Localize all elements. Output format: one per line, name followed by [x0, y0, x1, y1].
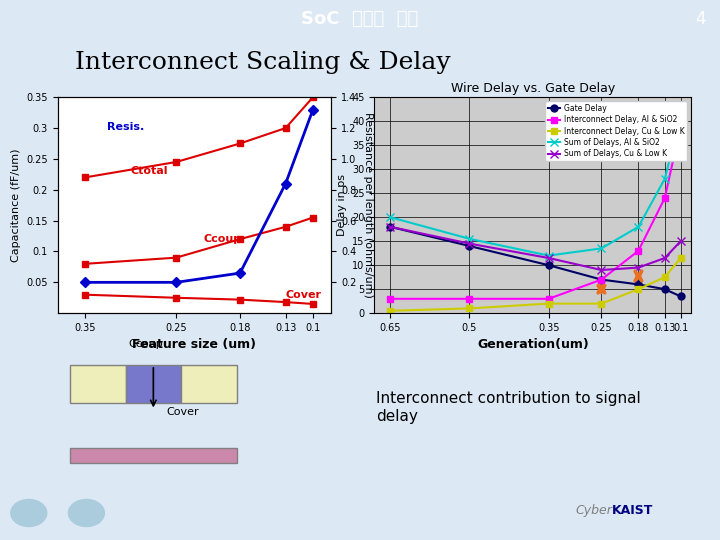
Line: Gate Delay: Gate Delay — [387, 224, 684, 300]
FancyBboxPatch shape — [71, 365, 126, 403]
Sum of Delays, Cu & Low K — [386, 224, 395, 230]
Sum of Delays, Al & SiO2 — [544, 252, 553, 259]
Interconnect Delay, Al & SiO2 — [544, 295, 553, 302]
Interconnect Delay, Cu & Low K — [676, 255, 685, 261]
Text: Cover: Cover — [286, 290, 322, 300]
Title: Wire Delay vs. Gate Delay: Wire Delay vs. Gate Delay — [451, 82, 615, 94]
Sum of Delays, Al & SiO2 — [660, 176, 669, 182]
Text: Resis.: Resis. — [107, 122, 144, 132]
Interconnect Delay, Al & SiO2 — [386, 295, 395, 302]
Sum of Delays, Cu & Low K — [660, 255, 669, 261]
Sum of Delays, Cu & Low K — [465, 240, 474, 247]
FancyBboxPatch shape — [71, 448, 237, 463]
Text: Ctotal: Ctotal — [130, 166, 168, 177]
Gate Delay — [544, 262, 553, 268]
Sum of Delays, Al & SiO2 — [634, 224, 643, 230]
Sum of Delays, Al & SiO2 — [676, 113, 685, 120]
Text: Interconnect contribution to signal
delay: Interconnect contribution to signal dela… — [376, 392, 641, 424]
FancyBboxPatch shape — [181, 365, 236, 403]
Gate Delay — [676, 293, 685, 300]
Interconnect Delay, Cu & Low K — [544, 300, 553, 307]
Line: Interconnect Delay, Al & SiO2: Interconnect Delay, Al & SiO2 — [387, 123, 684, 302]
Interconnect Delay, Al & SiO2 — [597, 276, 606, 283]
Interconnect Delay, Cu & Low K — [386, 308, 395, 314]
Sum of Delays, Al & SiO2 — [597, 245, 606, 252]
Interconnect Delay, Al & SiO2 — [634, 247, 643, 254]
Interconnect Delay, Cu & Low K — [660, 274, 669, 280]
X-axis label: Feature size (um): Feature size (um) — [132, 339, 256, 352]
Line: Sum of Delays, Al & SiO2: Sum of Delays, Al & SiO2 — [386, 112, 685, 260]
Text: Cyber: Cyber — [575, 504, 612, 517]
Sum of Delays, Cu & Low K — [544, 255, 553, 261]
Line: Sum of Delays, Cu & Low K: Sum of Delays, Cu & Low K — [386, 222, 685, 274]
Sum of Delays, Cu & Low K — [597, 267, 606, 273]
Y-axis label: Resistance per length (ohms/um): Resistance per length (ohms/um) — [363, 112, 373, 298]
Text: Cover: Cover — [166, 407, 199, 417]
Text: Ccoup: Ccoup — [128, 339, 163, 349]
Text: Interconnect Scaling & Delay: Interconnect Scaling & Delay — [75, 51, 451, 73]
Interconnect Delay, Al & SiO2 — [660, 195, 669, 201]
Text: KAIST: KAIST — [612, 504, 653, 517]
Legend: Gate Delay, Interconnect Delay, Al & SiO2, Interconnect Delay, Cu & Low K, Sum o: Gate Delay, Interconnect Delay, Al & SiO… — [545, 101, 688, 161]
Gate Delay — [597, 276, 606, 283]
Sum of Delays, Cu & Low K — [634, 265, 643, 271]
Y-axis label: Delay in ps: Delay in ps — [337, 174, 346, 236]
Sum of Delays, Al & SiO2 — [465, 235, 474, 242]
Sum of Delays, Cu & Low K — [676, 238, 685, 245]
X-axis label: Generation(um): Generation(um) — [477, 339, 589, 352]
Sum of Delays, Al & SiO2 — [386, 214, 395, 220]
Text: 4: 4 — [695, 10, 706, 28]
Gate Delay — [386, 224, 395, 230]
Gate Delay — [634, 281, 643, 288]
Y-axis label: Capacitance (fF/um): Capacitance (fF/um) — [11, 148, 21, 262]
Text: SoC  설계의  검증: SoC 설계의 검증 — [302, 10, 418, 28]
Interconnect Delay, Cu & Low K — [465, 305, 474, 312]
Interconnect Delay, Al & SiO2 — [465, 295, 474, 302]
Gate Delay — [465, 243, 474, 249]
Interconnect Delay, Al & SiO2 — [676, 123, 685, 129]
Gate Delay — [660, 286, 669, 293]
Interconnect Delay, Cu & Low K — [597, 300, 606, 307]
Line: Interconnect Delay, Cu & Low K: Interconnect Delay, Cu & Low K — [387, 254, 684, 314]
Interconnect Delay, Cu & Low K — [634, 286, 643, 293]
Text: Ccoup: Ccoup — [204, 234, 242, 244]
FancyBboxPatch shape — [126, 365, 181, 403]
